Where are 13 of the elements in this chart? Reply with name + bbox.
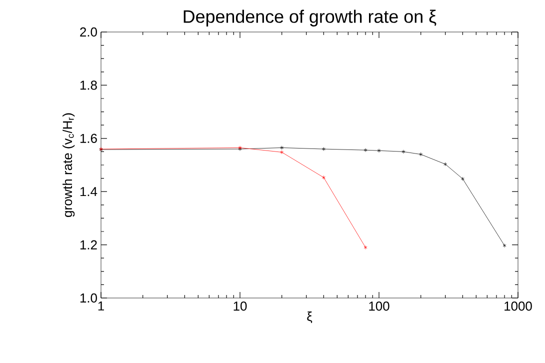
y-tick-label: 2.0 xyxy=(80,27,97,37)
y-tick-label: 1.4 xyxy=(80,187,98,196)
chart-title: Dependence of growth rate on ξ xyxy=(184,10,436,26)
y-axis-title: growth rate (v$_{c}$/H$_{r}$) xyxy=(62,113,75,217)
x-axis-title: ξ xyxy=(307,312,312,324)
x-tick-label: 10 xyxy=(234,302,247,311)
y-tick-label: 1.2 xyxy=(80,240,97,250)
x-tick-label: 100 xyxy=(369,302,390,311)
y-tick-label: 1.6 xyxy=(80,134,97,143)
y-tick-label: 1.0 xyxy=(80,293,97,303)
y-tick-label: 1.8 xyxy=(80,80,97,90)
x-tick-label: 1000 xyxy=(504,302,532,311)
x-tick-label: 1 xyxy=(98,302,104,310)
